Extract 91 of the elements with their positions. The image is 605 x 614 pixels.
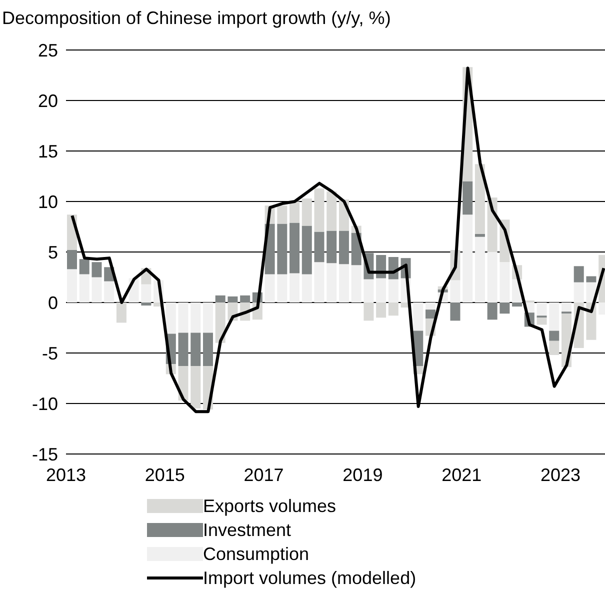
bar	[561, 302, 572, 312]
bar	[376, 302, 386, 318]
x-tick-label: 2015	[144, 464, 185, 485]
bar	[364, 279, 374, 302]
bar	[364, 302, 374, 321]
y-tick-label: 0	[48, 292, 58, 313]
bar	[302, 198, 312, 226]
bar	[215, 302, 226, 343]
bar	[104, 281, 114, 302]
bar	[277, 224, 288, 274]
y-tick-label: 10	[38, 192, 58, 212]
legend-label: Investment	[203, 519, 292, 542]
legend-label: Import volumes (modelled)	[203, 567, 416, 590]
bar	[586, 276, 596, 282]
y-tick-label: -10	[32, 394, 58, 414]
bar	[536, 318, 547, 325]
bar	[574, 266, 584, 282]
bar	[178, 332, 188, 366]
bar	[92, 277, 102, 302]
bar	[351, 265, 362, 302]
bar	[549, 330, 560, 341]
y-tick-label: 5	[48, 242, 58, 262]
bar	[302, 226, 312, 274]
chart-title: Decomposition of Chinese import growth (y/y, %)	[1, 7, 392, 30]
bar	[67, 269, 77, 302]
bar	[426, 302, 436, 310]
bar	[116, 302, 126, 323]
legend-label: Consumption	[203, 543, 310, 566]
bar	[190, 302, 201, 333]
bar	[277, 274, 288, 302]
bar	[92, 262, 102, 278]
bar	[314, 262, 324, 302]
y-tick-label: 15	[38, 141, 58, 162]
bar	[500, 262, 510, 302]
bar	[277, 206, 288, 224]
bar	[487, 302, 498, 320]
y-tick-label: -5	[42, 343, 58, 364]
bar	[549, 340, 560, 356]
bar	[302, 274, 312, 302]
bar	[376, 278, 386, 302]
y-tick-label: -15	[32, 444, 58, 464]
bar	[141, 302, 152, 306]
bar	[474, 234, 485, 237]
bar	[240, 295, 250, 302]
bar	[290, 222, 300, 274]
bar	[512, 302, 522, 307]
x-tick-label: 2023	[540, 464, 581, 485]
bar	[338, 264, 349, 302]
bar	[67, 250, 77, 270]
bar	[450, 280, 460, 302]
bar	[413, 302, 424, 331]
bar	[549, 302, 560, 331]
bar	[79, 274, 90, 302]
bar	[290, 202, 300, 223]
bar	[166, 302, 176, 334]
bar	[536, 302, 547, 316]
bar	[79, 259, 90, 274]
bar	[202, 302, 213, 333]
bar	[388, 279, 398, 302]
bar	[202, 332, 213, 366]
bar	[215, 295, 226, 302]
bar	[462, 214, 473, 302]
bar	[338, 230, 349, 264]
bar	[190, 366, 201, 409]
x-tick-label: 2013	[46, 464, 86, 485]
bar	[314, 188, 324, 232]
bar	[141, 284, 152, 302]
bar	[228, 296, 238, 302]
bar	[326, 230, 337, 264]
legend-label: Exports volumes	[203, 495, 336, 518]
bar	[474, 164, 485, 234]
x-tick-label: 2019	[342, 464, 383, 485]
bar	[326, 191, 337, 231]
bar	[462, 181, 473, 215]
x-tick-label: 2021	[442, 464, 482, 485]
y-tick-label: 25	[38, 40, 58, 60]
bar	[290, 273, 300, 302]
bar	[264, 274, 275, 302]
bar	[190, 332, 201, 366]
bar	[388, 302, 398, 316]
bar	[450, 302, 460, 321]
bar	[326, 263, 337, 302]
bar	[474, 236, 485, 302]
bar	[314, 232, 324, 262]
x-tick-label: 2017	[244, 464, 284, 485]
bar	[426, 310, 436, 319]
bar	[487, 252, 498, 302]
bar	[574, 282, 584, 302]
y-tick-label: 20	[38, 90, 58, 111]
bar	[500, 302, 510, 314]
bar	[178, 302, 188, 333]
